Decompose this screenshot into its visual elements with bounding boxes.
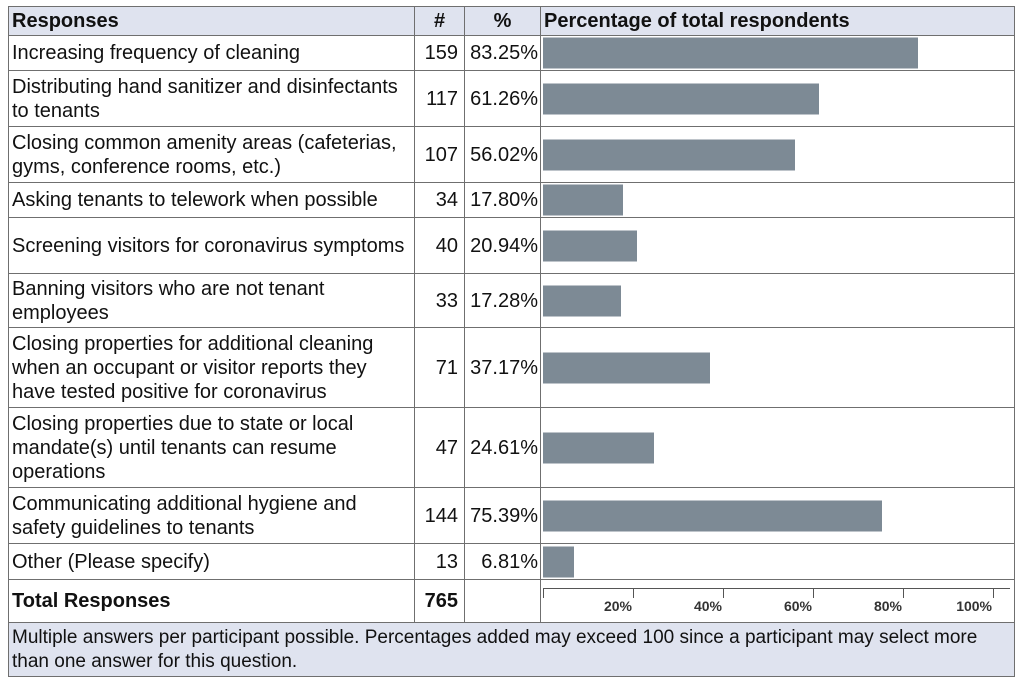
bar-cell <box>540 126 1015 183</box>
response-count: 47 <box>414 407 465 488</box>
axis-tick-label: 20% <box>603 598 632 614</box>
response-count: 144 <box>414 487 465 544</box>
response-label: Closing properties for additional cleani… <box>8 327 415 408</box>
bar <box>543 139 796 170</box>
bar <box>543 37 918 69</box>
table-row: Asking tenants to telework when possible… <box>8 182 1015 218</box>
total-percent-empty <box>464 579 541 623</box>
response-label: Closing common amenity areas (cafeterias… <box>8 126 415 183</box>
response-percent: 83.25% <box>464 35 541 71</box>
bar-cell <box>540 327 1015 408</box>
bar-cell <box>540 487 1015 544</box>
response-label: Other (Please specify) <box>8 543 415 580</box>
bar <box>543 230 638 261</box>
bar <box>543 184 624 216</box>
bar <box>543 546 574 577</box>
table-row: Closing properties due to state or local… <box>8 407 1015 488</box>
axis-tick <box>543 588 544 598</box>
axis-tick <box>993 588 994 598</box>
header-chart: Percentage of total respondents <box>540 6 1015 36</box>
bar <box>543 285 621 316</box>
axis-tick-label: 60% <box>783 598 812 614</box>
bar-cell <box>540 217 1015 274</box>
table-row: Increasing frequency of cleaning 159 83.25… <box>8 35 1015 71</box>
response-label: Screening visitors for coronavirus sympt… <box>8 217 415 274</box>
footnote: Multiple answers per participant possibl… <box>8 622 1015 677</box>
response-percent: 56.02% <box>464 126 541 183</box>
table-row: Communicating additional hygiene and saf… <box>8 487 1015 544</box>
response-label: Communicating additional hygiene and saf… <box>8 487 415 544</box>
response-percent: 6.81% <box>464 543 541 580</box>
response-count: 117 <box>414 70 465 127</box>
axis-tick <box>813 588 814 598</box>
header-count: # <box>414 6 465 36</box>
table-row: Closing properties for additional cleani… <box>8 327 1015 408</box>
response-label: Closing properties due to state or local… <box>8 407 415 488</box>
response-percent: 20.94% <box>464 217 541 274</box>
total-value: 765 <box>414 579 465 623</box>
header-responses: Responses <box>8 6 415 36</box>
response-count: 71 <box>414 327 465 408</box>
bar-cell <box>540 273 1015 328</box>
response-percent: 75.39% <box>464 487 541 544</box>
response-count: 33 <box>414 273 465 328</box>
total-label: Total Responses <box>8 579 415 623</box>
bar <box>543 500 883 531</box>
response-percent: 61.26% <box>464 70 541 127</box>
bar-cell <box>540 182 1015 218</box>
response-label: Increasing frequency of cleaning <box>8 35 415 71</box>
x-axis-line <box>543 588 1010 589</box>
response-percent: 37.17% <box>464 327 541 408</box>
response-count: 107 <box>414 126 465 183</box>
response-percent: 17.80% <box>464 182 541 218</box>
response-rows: Increasing frequency of cleaning 159 83.25… <box>8 35 1015 580</box>
axis-cell: 20% 40% 60% 80% 100% <box>540 579 1015 623</box>
bar <box>543 352 711 383</box>
bar-cell <box>540 35 1015 71</box>
axis-tick <box>903 588 904 598</box>
survey-results-table: Responses # % Percentage of total respon… <box>8 6 1015 677</box>
table-row: Other (Please specify) 13 6.81% <box>8 543 1015 580</box>
note-row: Multiple answers per participant possibl… <box>8 622 1015 677</box>
table-row: Distributing hand sanitizer and disinfec… <box>8 70 1015 127</box>
total-row: Total Responses 765 20% 40% 60% 80% 100% <box>8 579 1015 623</box>
axis-tick-label: 40% <box>693 598 722 614</box>
response-label: Asking tenants to telework when possible <box>8 182 415 218</box>
axis-tick-label: 100% <box>956 598 992 614</box>
response-count: 159 <box>414 35 465 71</box>
x-axis: 20% 40% 60% 80% 100% <box>541 580 1014 622</box>
table-row: Screening visitors for coronavirus sympt… <box>8 217 1015 274</box>
response-count: 34 <box>414 182 465 218</box>
bar-cell <box>540 543 1015 580</box>
axis-tick-label: 80% <box>873 598 902 614</box>
response-count: 13 <box>414 543 465 580</box>
table-row: Banning visitors who are not tenant empl… <box>8 273 1015 328</box>
bar <box>543 83 819 114</box>
bar-cell <box>540 70 1015 127</box>
header-percent: % <box>464 6 541 36</box>
survey-results-table-wrapper: Responses # % Percentage of total respon… <box>8 6 1015 677</box>
response-percent: 24.61% <box>464 407 541 488</box>
axis-tick <box>633 588 634 598</box>
response-label: Distributing hand sanitizer and disinfec… <box>8 70 415 127</box>
bar <box>543 432 654 463</box>
axis-tick <box>723 588 724 598</box>
table-row: Closing common amenity areas (cafeterias… <box>8 126 1015 183</box>
response-percent: 17.28% <box>464 273 541 328</box>
bar-cell <box>540 407 1015 488</box>
header-row: Responses # % Percentage of total respon… <box>8 6 1015 36</box>
response-count: 40 <box>414 217 465 274</box>
response-label: Banning visitors who are not tenant empl… <box>8 273 415 328</box>
